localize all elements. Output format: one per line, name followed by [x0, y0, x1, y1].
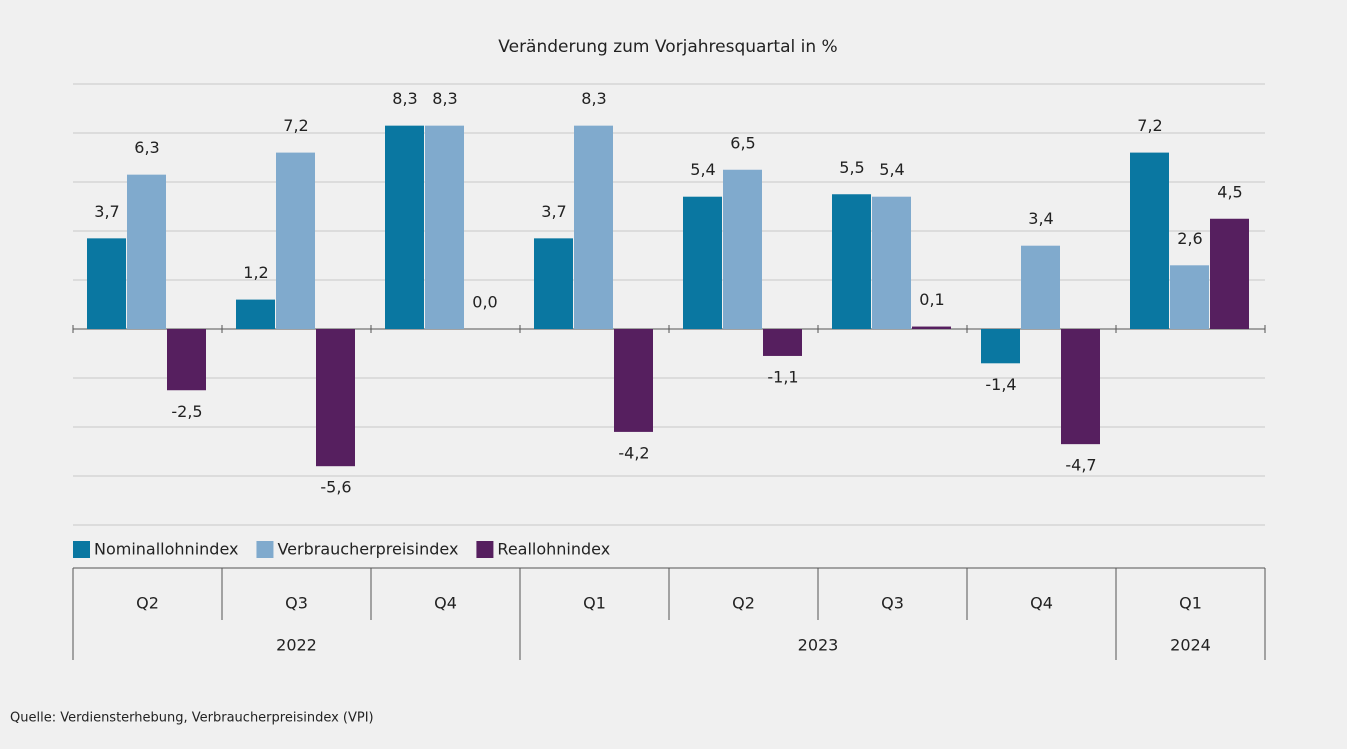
legend-label: Reallohnindex: [497, 540, 610, 559]
data-label: 2,6: [1177, 229, 1202, 248]
bar: [1061, 329, 1100, 445]
bar: [1021, 245, 1060, 329]
x-tick-label: Q3: [881, 594, 904, 613]
bar: [1130, 152, 1169, 329]
bar: [574, 125, 613, 330]
data-label: 4,5: [1217, 182, 1242, 201]
year-label: 2024: [1170, 636, 1211, 655]
x-tick-label: Q1: [1179, 594, 1202, 613]
data-label: 1,2: [243, 263, 268, 282]
year-label: 2023: [798, 636, 839, 655]
x-tick-label: Q3: [285, 594, 308, 613]
legend-label: Verbraucherpreisindex: [277, 540, 458, 559]
data-label: -5,6: [320, 478, 351, 497]
x-tick-label: Q4: [434, 594, 457, 613]
data-label: -2,5: [171, 402, 202, 421]
bar: [723, 169, 762, 329]
data-label: -4,7: [1065, 456, 1096, 475]
bar: [1170, 265, 1209, 329]
data-label: 3,4: [1028, 209, 1053, 228]
source-note: Quelle: Verdiensterhebung, Verbraucherpr…: [10, 711, 374, 726]
bar: [534, 238, 573, 329]
bar: [236, 299, 275, 329]
year-label: 2022: [276, 636, 317, 655]
legend-swatch: [73, 541, 90, 558]
bar: [385, 125, 424, 330]
data-label: 6,5: [730, 133, 755, 152]
data-label: 0,1: [919, 290, 944, 309]
data-label: 8,3: [581, 89, 606, 108]
data-label: 8,3: [392, 89, 417, 108]
bar: [614, 329, 653, 432]
x-tick-label: Q2: [136, 594, 159, 613]
data-label: 0,0: [472, 293, 497, 312]
bar: [872, 196, 911, 329]
bar: [1210, 218, 1249, 329]
data-label: 3,7: [541, 202, 566, 221]
data-label: -1,1: [767, 367, 798, 386]
legend-swatch: [476, 541, 494, 558]
bar: [87, 238, 126, 329]
bar: [425, 125, 464, 330]
data-label: 7,2: [1137, 116, 1162, 135]
x-tick-label: Q2: [732, 594, 755, 613]
data-label: 8,3: [432, 89, 457, 108]
bar: [763, 329, 802, 356]
bar: [683, 196, 722, 329]
bar: [912, 326, 951, 329]
legend-swatch: [256, 541, 274, 558]
data-label: 6,3: [134, 138, 159, 157]
chart-title: Veränderung zum Vorjahresquartal in %: [498, 37, 837, 57]
bar: [276, 152, 315, 329]
data-label: 3,7: [94, 202, 119, 221]
data-label: 7,2: [283, 116, 308, 135]
legend-label: Nominallohnindex: [94, 540, 238, 559]
bar: [832, 194, 871, 329]
bar: [316, 329, 355, 467]
data-label: 5,4: [879, 160, 904, 179]
bar: [167, 329, 206, 391]
data-label: -1,4: [985, 375, 1016, 394]
x-tick-label: Q4: [1030, 594, 1053, 613]
data-label: 5,5: [839, 158, 864, 177]
bar: [981, 329, 1020, 364]
x-tick-label: Q1: [583, 594, 606, 613]
bar: [127, 174, 166, 329]
data-label: -4,2: [618, 443, 649, 462]
data-label: 5,4: [690, 160, 715, 179]
